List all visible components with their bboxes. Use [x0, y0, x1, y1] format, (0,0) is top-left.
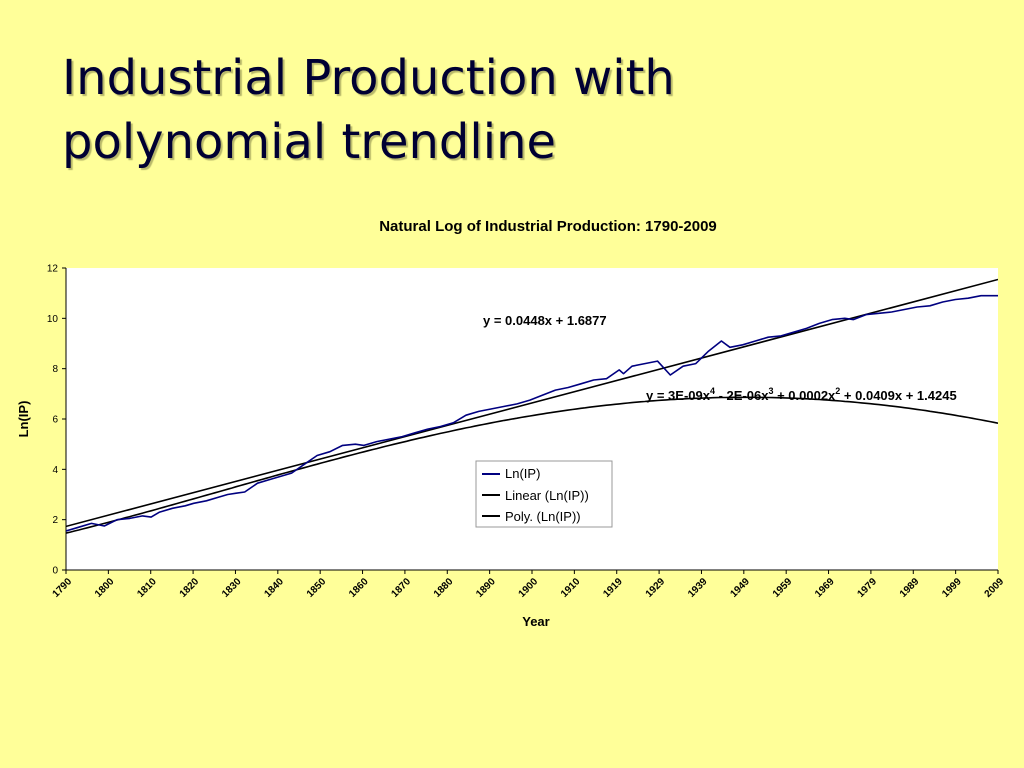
ln-ip-series-line: [66, 294, 998, 532]
x-tick-label-8: 1870: [390, 576, 414, 600]
legend-entry-linear: Linear (Ln(IP)): [505, 488, 589, 503]
slide-title-line1: Industrial Production with: [62, 50, 675, 106]
y-tick-label-6: 12: [47, 264, 59, 275]
poly-equation-label: y = 3E-09x4 - 2E-06x3 + 0.0002x2 + 0.040…: [646, 386, 957, 403]
linear-trendline: [66, 278, 998, 528]
chart-title: Natural Log of Industrial Production: 17…: [379, 218, 717, 235]
x-axis-label: Year: [522, 614, 549, 629]
x-tick-label-1: 1800: [93, 576, 117, 600]
x-tick-label-9: 1880: [432, 576, 456, 600]
x-tick-label-16: 1949: [728, 576, 752, 600]
legend-entry-poly: Poly. (Ln(IP)): [505, 509, 581, 524]
x-tick-label-4: 1830: [220, 576, 244, 600]
x-tick-label-13: 1919: [601, 576, 625, 600]
y-tick-label-1: 2: [52, 515, 58, 526]
legend-entry-series: Ln(IP): [505, 466, 540, 481]
x-tick-label-10: 1890: [474, 576, 498, 600]
x-tick-label-3: 1820: [178, 576, 202, 600]
y-tick-label-5: 10: [47, 314, 59, 325]
poly-eq-sup3: 2: [835, 386, 840, 396]
x-tick-label-22: 2009: [983, 576, 1007, 600]
x-tick-label-5: 1840: [262, 576, 286, 600]
poly-eq-part1: y = 3E-09x: [646, 388, 711, 403]
legend: Ln(IP) Linear (Ln(IP)) Poly. (Ln(IP)): [475, 460, 613, 528]
poly-eq-sup1: 4: [710, 386, 715, 396]
y-tick-label-2: 4: [52, 465, 58, 476]
x-tick-label-6: 1850: [305, 576, 329, 600]
y-tick-label-0: 0: [52, 566, 58, 577]
slide-title: Industrial Production with polynomial tr…: [62, 46, 962, 174]
x-tick-label-14: 1929: [644, 576, 668, 600]
y-tick-label-3: 6: [52, 415, 58, 426]
x-tick-label-2: 1810: [135, 576, 159, 600]
x-tick-label-17: 1959: [771, 576, 795, 600]
x-tick-label-7: 1860: [347, 576, 371, 600]
x-tick-label-18: 1969: [813, 576, 837, 600]
x-tick-label-12: 1910: [559, 576, 583, 600]
poly-eq-part2: - 2E-06x: [715, 388, 769, 403]
linear-equation-label: y = 0.0448x + 1.6877: [483, 313, 607, 328]
y-tick-label-4: 8: [52, 364, 58, 375]
x-tick-label-0: 1790: [51, 576, 75, 600]
x-tick-label-15: 1939: [686, 576, 710, 600]
x-tick-label-20: 1989: [898, 576, 922, 600]
poly-eq-part3: + 0.0002x: [773, 388, 836, 403]
poly-eq-part4: + 0.0409x + 1.4245: [840, 388, 956, 403]
slide-title-line2: polynomial trendline: [62, 114, 557, 170]
polynomial-trendline: [66, 396, 998, 534]
x-tick-label-11: 1900: [517, 576, 541, 600]
x-tick-label-19: 1979: [856, 576, 880, 600]
poly-eq-sup2: 3: [768, 386, 773, 396]
y-axis-label: Ln(IP): [16, 401, 31, 438]
x-tick-label-21: 1999: [940, 576, 964, 600]
